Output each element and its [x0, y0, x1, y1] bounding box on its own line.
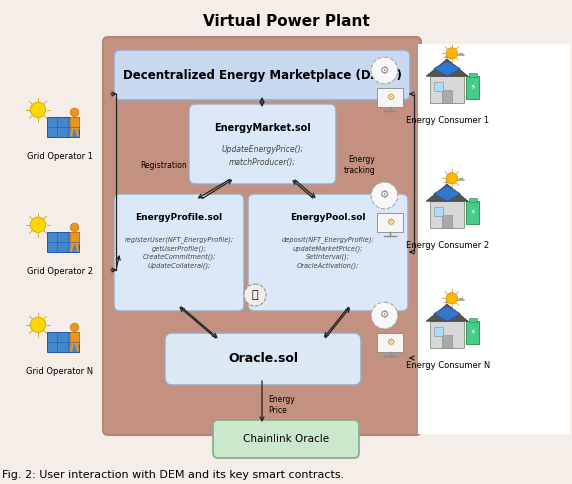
Circle shape	[70, 223, 79, 232]
Bar	[434, 207, 443, 216]
Bar	[70, 332, 79, 344]
FancyBboxPatch shape	[103, 37, 421, 435]
Circle shape	[70, 323, 79, 332]
Text: Registration: Registration	[140, 161, 186, 169]
Text: deposit(NFT_EnergyProfile);
updateMarketPrice();
SetInterval();
OracleActivation: deposit(NFT_EnergyProfile); updateMarket…	[281, 236, 374, 269]
Text: registerUser(NFT_EnergyProfile);
getUserProfile();
CreateCommitment();
UpdateCol: registerUser(NFT_EnergyProfile); getUser…	[124, 236, 233, 269]
Polygon shape	[426, 59, 468, 76]
Polygon shape	[426, 304, 468, 321]
Text: ⚙: ⚙	[386, 218, 394, 227]
Bar	[466, 321, 479, 344]
FancyBboxPatch shape	[165, 333, 361, 385]
Bar	[46, 232, 79, 252]
Text: Oracle.sol: Oracle.sol	[228, 352, 298, 365]
Text: Energy Consumer 1: Energy Consumer 1	[407, 116, 490, 125]
Bar	[442, 334, 452, 348]
Text: Decentralized Energy Marketplace (DApp): Decentralized Energy Marketplace (DApp)	[122, 69, 402, 81]
Bar	[434, 327, 443, 336]
Bar	[466, 76, 479, 99]
Circle shape	[244, 284, 266, 306]
Bar	[469, 318, 476, 322]
Bar	[469, 74, 476, 77]
Bar	[469, 198, 476, 202]
Bar	[70, 117, 79, 128]
Bar	[46, 117, 79, 137]
Bar	[70, 232, 79, 243]
Text: EnergyProfile.sol: EnergyProfile.sol	[136, 213, 223, 222]
Bar	[430, 201, 464, 228]
Text: ☁: ☁	[443, 51, 452, 60]
Text: ⚡: ⚡	[470, 83, 476, 92]
Bar	[430, 76, 464, 103]
Text: Energy
tracking: Energy tracking	[343, 155, 375, 175]
Bar	[434, 82, 443, 91]
Text: Energy Consumer 2: Energy Consumer 2	[407, 241, 490, 250]
Text: 💎: 💎	[252, 290, 259, 300]
Text: Energy
Price: Energy Price	[268, 395, 295, 415]
Bar	[418, 44, 570, 434]
Circle shape	[30, 102, 46, 118]
Text: Grid Operator N: Grid Operator N	[26, 367, 94, 376]
Bar	[377, 212, 403, 232]
Circle shape	[446, 293, 458, 304]
Text: ☁: ☁	[456, 294, 465, 303]
Text: Grid Operator 1: Grid Operator 1	[27, 152, 93, 161]
Text: Energy Consumer N: Energy Consumer N	[406, 361, 490, 370]
Polygon shape	[434, 186, 460, 201]
Text: Grid Operator 2: Grid Operator 2	[27, 267, 93, 276]
Text: EnergyMarket.sol: EnergyMarket.sol	[214, 123, 311, 133]
Text: ⚙: ⚙	[386, 338, 394, 347]
Circle shape	[70, 108, 79, 117]
Circle shape	[371, 57, 398, 84]
Text: ⚡: ⚡	[470, 328, 476, 337]
FancyBboxPatch shape	[248, 194, 408, 311]
Circle shape	[446, 48, 458, 59]
Bar	[442, 214, 452, 228]
Text: EnergyPool.sol: EnergyPool.sol	[290, 213, 366, 222]
Text: ☁: ☁	[456, 49, 465, 58]
Bar	[430, 321, 464, 348]
Circle shape	[371, 302, 398, 329]
FancyBboxPatch shape	[114, 50, 410, 100]
Text: ⚙: ⚙	[380, 191, 389, 200]
Text: Fig. 2: User interaction with DEM and its key smart contracts.: Fig. 2: User interaction with DEM and it…	[2, 470, 344, 480]
Bar	[466, 201, 479, 224]
Polygon shape	[426, 184, 468, 201]
Circle shape	[30, 217, 46, 232]
Bar	[377, 333, 403, 351]
Circle shape	[446, 173, 458, 184]
FancyBboxPatch shape	[213, 420, 359, 458]
Text: ⚡: ⚡	[470, 208, 476, 217]
Bar	[46, 332, 79, 352]
Text: Chainlink Oracle: Chainlink Oracle	[243, 434, 329, 444]
Text: ☁: ☁	[456, 174, 465, 183]
Text: ☁: ☁	[443, 296, 452, 305]
Text: UpdateEnergyPrice();
matchProducer();: UpdateEnergyPrice(); matchProducer();	[221, 145, 304, 166]
Text: ⚙: ⚙	[380, 65, 389, 76]
Text: ⚙: ⚙	[386, 92, 394, 102]
Circle shape	[371, 182, 398, 209]
Text: ⚙: ⚙	[380, 311, 389, 320]
Polygon shape	[434, 306, 460, 321]
FancyBboxPatch shape	[114, 194, 244, 311]
Circle shape	[30, 317, 46, 333]
Bar	[377, 88, 403, 106]
Bar	[442, 90, 452, 103]
Text: Virtual Power Plant: Virtual Power Plant	[202, 14, 370, 29]
FancyBboxPatch shape	[189, 104, 336, 184]
Polygon shape	[434, 61, 460, 76]
Text: ☁: ☁	[443, 176, 452, 185]
